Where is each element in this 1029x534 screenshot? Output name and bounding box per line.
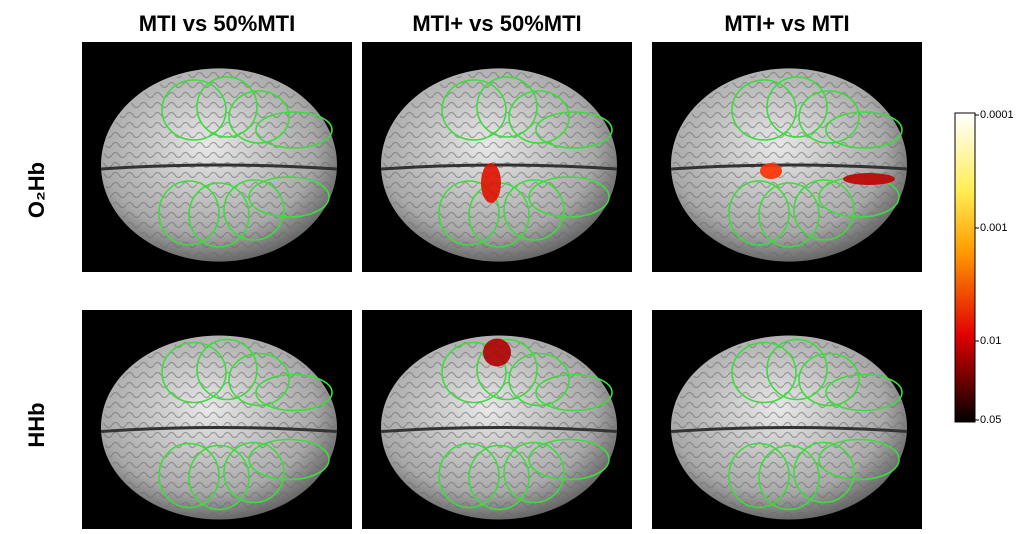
activation-blob <box>481 163 501 203</box>
brain-panel <box>652 42 922 272</box>
activation-blob <box>483 339 511 367</box>
brain-panel <box>362 42 632 272</box>
activation-blob <box>843 173 895 185</box>
activation-blob <box>760 163 782 179</box>
brain-panel <box>362 310 632 529</box>
brain-panel <box>82 42 352 272</box>
column-title: MTI+ vs MTI <box>724 11 849 36</box>
column-title: MTI vs 50%MTI <box>139 11 295 36</box>
colorbar-tick-label: 0.0001 <box>980 109 1014 121</box>
colorbar-tick-label: 0.001 <box>980 222 1008 234</box>
row-label: HHb <box>24 402 49 447</box>
colorbar-tick-label: 0.05 <box>980 414 1001 426</box>
brain-panel <box>652 310 922 529</box>
figure: MTI vs 50%MTI MTI+ vs 50%MTI MTI+ vs MTI… <box>0 0 1029 529</box>
colorbar-tick-label: 0.01 <box>980 335 1001 347</box>
colorbar <box>955 113 975 422</box>
brain-panel <box>82 310 352 529</box>
column-title: MTI+ vs 50%MTI <box>412 11 581 36</box>
row-label: O₂Hb <box>24 162 49 218</box>
